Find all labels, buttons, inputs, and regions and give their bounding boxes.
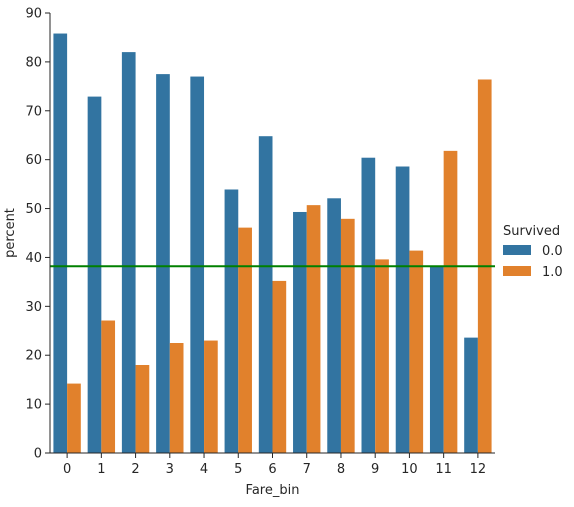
x-ticks: 0 1 2 3 4 5 6 7 8 9 10 11 12 — [63, 453, 486, 477]
bar-0.0-5 — [224, 189, 239, 453]
x-tick-label: 0 — [63, 462, 71, 477]
x-tick-label: 7 — [303, 462, 311, 477]
bar-1.0-4 — [204, 340, 218, 453]
x-tick-label: 12 — [470, 462, 487, 477]
x-tick-label: 8 — [337, 462, 345, 477]
bar-1.0-3 — [169, 343, 184, 453]
bar-0.0-8 — [327, 198, 341, 453]
x-tick-label: 10 — [401, 462, 418, 477]
x-tick-label: 3 — [166, 462, 174, 477]
bars-layer — [53, 33, 492, 454]
x-tick-label: 5 — [234, 462, 242, 477]
bar-1.0-11 — [443, 150, 458, 453]
legend-swatch-0.0 — [503, 245, 531, 255]
x-tick-label: 4 — [200, 462, 208, 477]
bar-1.0-8 — [340, 218, 355, 453]
legend-label-1.0: 1.0 — [542, 265, 563, 280]
bar-1.0-6 — [272, 280, 287, 453]
bar-0.0-1 — [87, 96, 102, 453]
legend-swatch-1.0 — [503, 266, 531, 276]
legend-title: Survived — [503, 224, 560, 239]
bar-1.0-5 — [238, 227, 252, 453]
y-tick-label: 80 — [25, 55, 42, 70]
y-tick-label: 0 — [34, 447, 42, 462]
y-tick-label: 70 — [25, 104, 42, 119]
y-tick-label: 10 — [25, 398, 42, 413]
y-ticks: 0 10 20 30 40 50 60 70 80 90 — [25, 7, 50, 462]
y-tick-label: 30 — [25, 300, 42, 315]
y-tick-label: 90 — [25, 7, 42, 22]
y-tick-label: 20 — [25, 349, 42, 364]
bar-0.0-3 — [156, 74, 170, 453]
bar-0.0-11 — [429, 266, 444, 453]
x-tick-label: 6 — [268, 462, 276, 477]
bar-1.0-9 — [375, 259, 389, 453]
legend: Survived 0.01.0 — [503, 224, 563, 280]
bar-0.0-4 — [190, 76, 205, 454]
bar-0.0-6 — [258, 136, 273, 453]
bar-0.0-7 — [293, 211, 307, 453]
bar-1.0-2 — [135, 365, 150, 453]
x-tick-label: 2 — [131, 462, 139, 477]
bar-1.0-0 — [67, 383, 81, 453]
y-tick-label: 40 — [25, 251, 42, 266]
x-axis-title: Fare_bin — [246, 483, 300, 498]
x-tick-label: 9 — [371, 462, 379, 477]
bar-1.0-1 — [101, 320, 116, 453]
bar-0.0-10 — [395, 166, 410, 453]
bar-0.0-0 — [53, 33, 68, 454]
legend-items: 0.01.0 — [503, 244, 563, 280]
y-axis-title: percent — [3, 208, 18, 258]
bar-0.0-2 — [121, 52, 136, 453]
x-tick-label: 11 — [435, 462, 452, 477]
legend-label-0.0: 0.0 — [542, 244, 563, 259]
bar-0.0-12 — [464, 337, 478, 453]
bar-1.0-7 — [306, 205, 321, 453]
x-tick-label: 1 — [97, 462, 105, 477]
y-tick-label: 60 — [25, 153, 42, 168]
bar-1.0-10 — [409, 250, 424, 453]
bar-0.0-9 — [361, 157, 376, 453]
y-tick-label: 50 — [25, 202, 42, 217]
